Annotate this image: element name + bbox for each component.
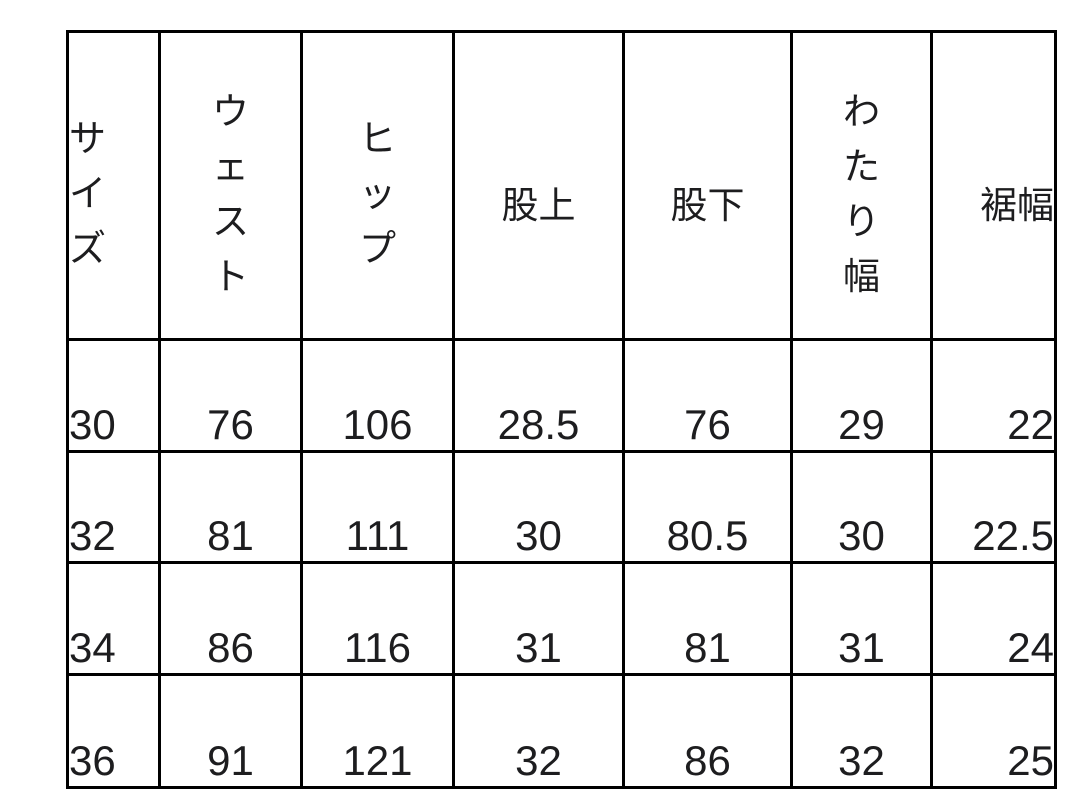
table-row: 36 91 121 32 86 32 25 bbox=[66, 673, 1057, 789]
vertical-header-label: サイズ bbox=[69, 118, 106, 269]
table-cell: 76 bbox=[622, 338, 793, 453]
vertical-header-label: ウェスト bbox=[212, 90, 249, 297]
column-header-3: ヒップ bbox=[300, 30, 455, 341]
column-header-4: 股上 bbox=[452, 30, 625, 341]
table-cell: 30 bbox=[66, 338, 161, 453]
table-cell: 81 bbox=[158, 450, 303, 564]
table-cell: 25 bbox=[930, 673, 1057, 789]
size-chart-table: サイズウェストヒップ股上 股下わたり幅裾幅 30 76 106 28.5 76 29 22 32 8… bbox=[66, 30, 1057, 789]
table-cell: 81 bbox=[622, 561, 793, 676]
table-row: 30 76 106 28.5 76 29 22 bbox=[66, 338, 1057, 453]
table-cell: 32 bbox=[66, 450, 161, 564]
table-cell: 32 bbox=[452, 673, 625, 789]
column-header-5: 股下 bbox=[622, 30, 793, 341]
table-cell: 111 bbox=[300, 450, 455, 564]
table-row: 32 81 111 30 80.5 30 22.5 bbox=[66, 450, 1057, 564]
table-cell: 86 bbox=[622, 673, 793, 789]
table-cell: 22.5 bbox=[930, 450, 1057, 564]
table-cell: 24 bbox=[930, 561, 1057, 676]
table-cell: 36 bbox=[66, 673, 161, 789]
table-cell: 22 bbox=[930, 338, 1057, 453]
table-cell: 80.5 bbox=[622, 450, 793, 564]
column-header-1: サイズ bbox=[66, 30, 161, 341]
table-cell: 32 bbox=[790, 673, 933, 789]
table-cell: 86 bbox=[158, 561, 303, 676]
vertical-header-label: ヒップ bbox=[359, 118, 396, 269]
table-cell: 76 bbox=[158, 338, 303, 453]
table-cell: 31 bbox=[452, 561, 625, 676]
table-row: 34 86 116 31 81 31 24 bbox=[66, 561, 1057, 676]
table-cell: 30 bbox=[452, 450, 625, 564]
table-cell: 28.5 bbox=[452, 338, 625, 453]
table-cell: 31 bbox=[790, 561, 933, 676]
table-cell: 30 bbox=[790, 450, 933, 564]
table-cell: 116 bbox=[300, 561, 455, 676]
table-cell: 29 bbox=[790, 338, 933, 453]
header-row: サイズ ウェスト ヒップ 股上 股下 わたり幅 裾幅 bbox=[66, 30, 1057, 341]
table-cell: 121 bbox=[300, 673, 455, 789]
column-header-6: わたり幅 bbox=[790, 30, 933, 341]
table-cell: 91 bbox=[158, 673, 303, 789]
table-cell: 34 bbox=[66, 561, 161, 676]
column-header-2: ウェスト bbox=[158, 30, 303, 341]
column-header-7: 裾幅 bbox=[930, 30, 1057, 341]
table-cell: 106 bbox=[300, 338, 455, 453]
vertical-header-label: わたり幅 bbox=[843, 90, 880, 297]
